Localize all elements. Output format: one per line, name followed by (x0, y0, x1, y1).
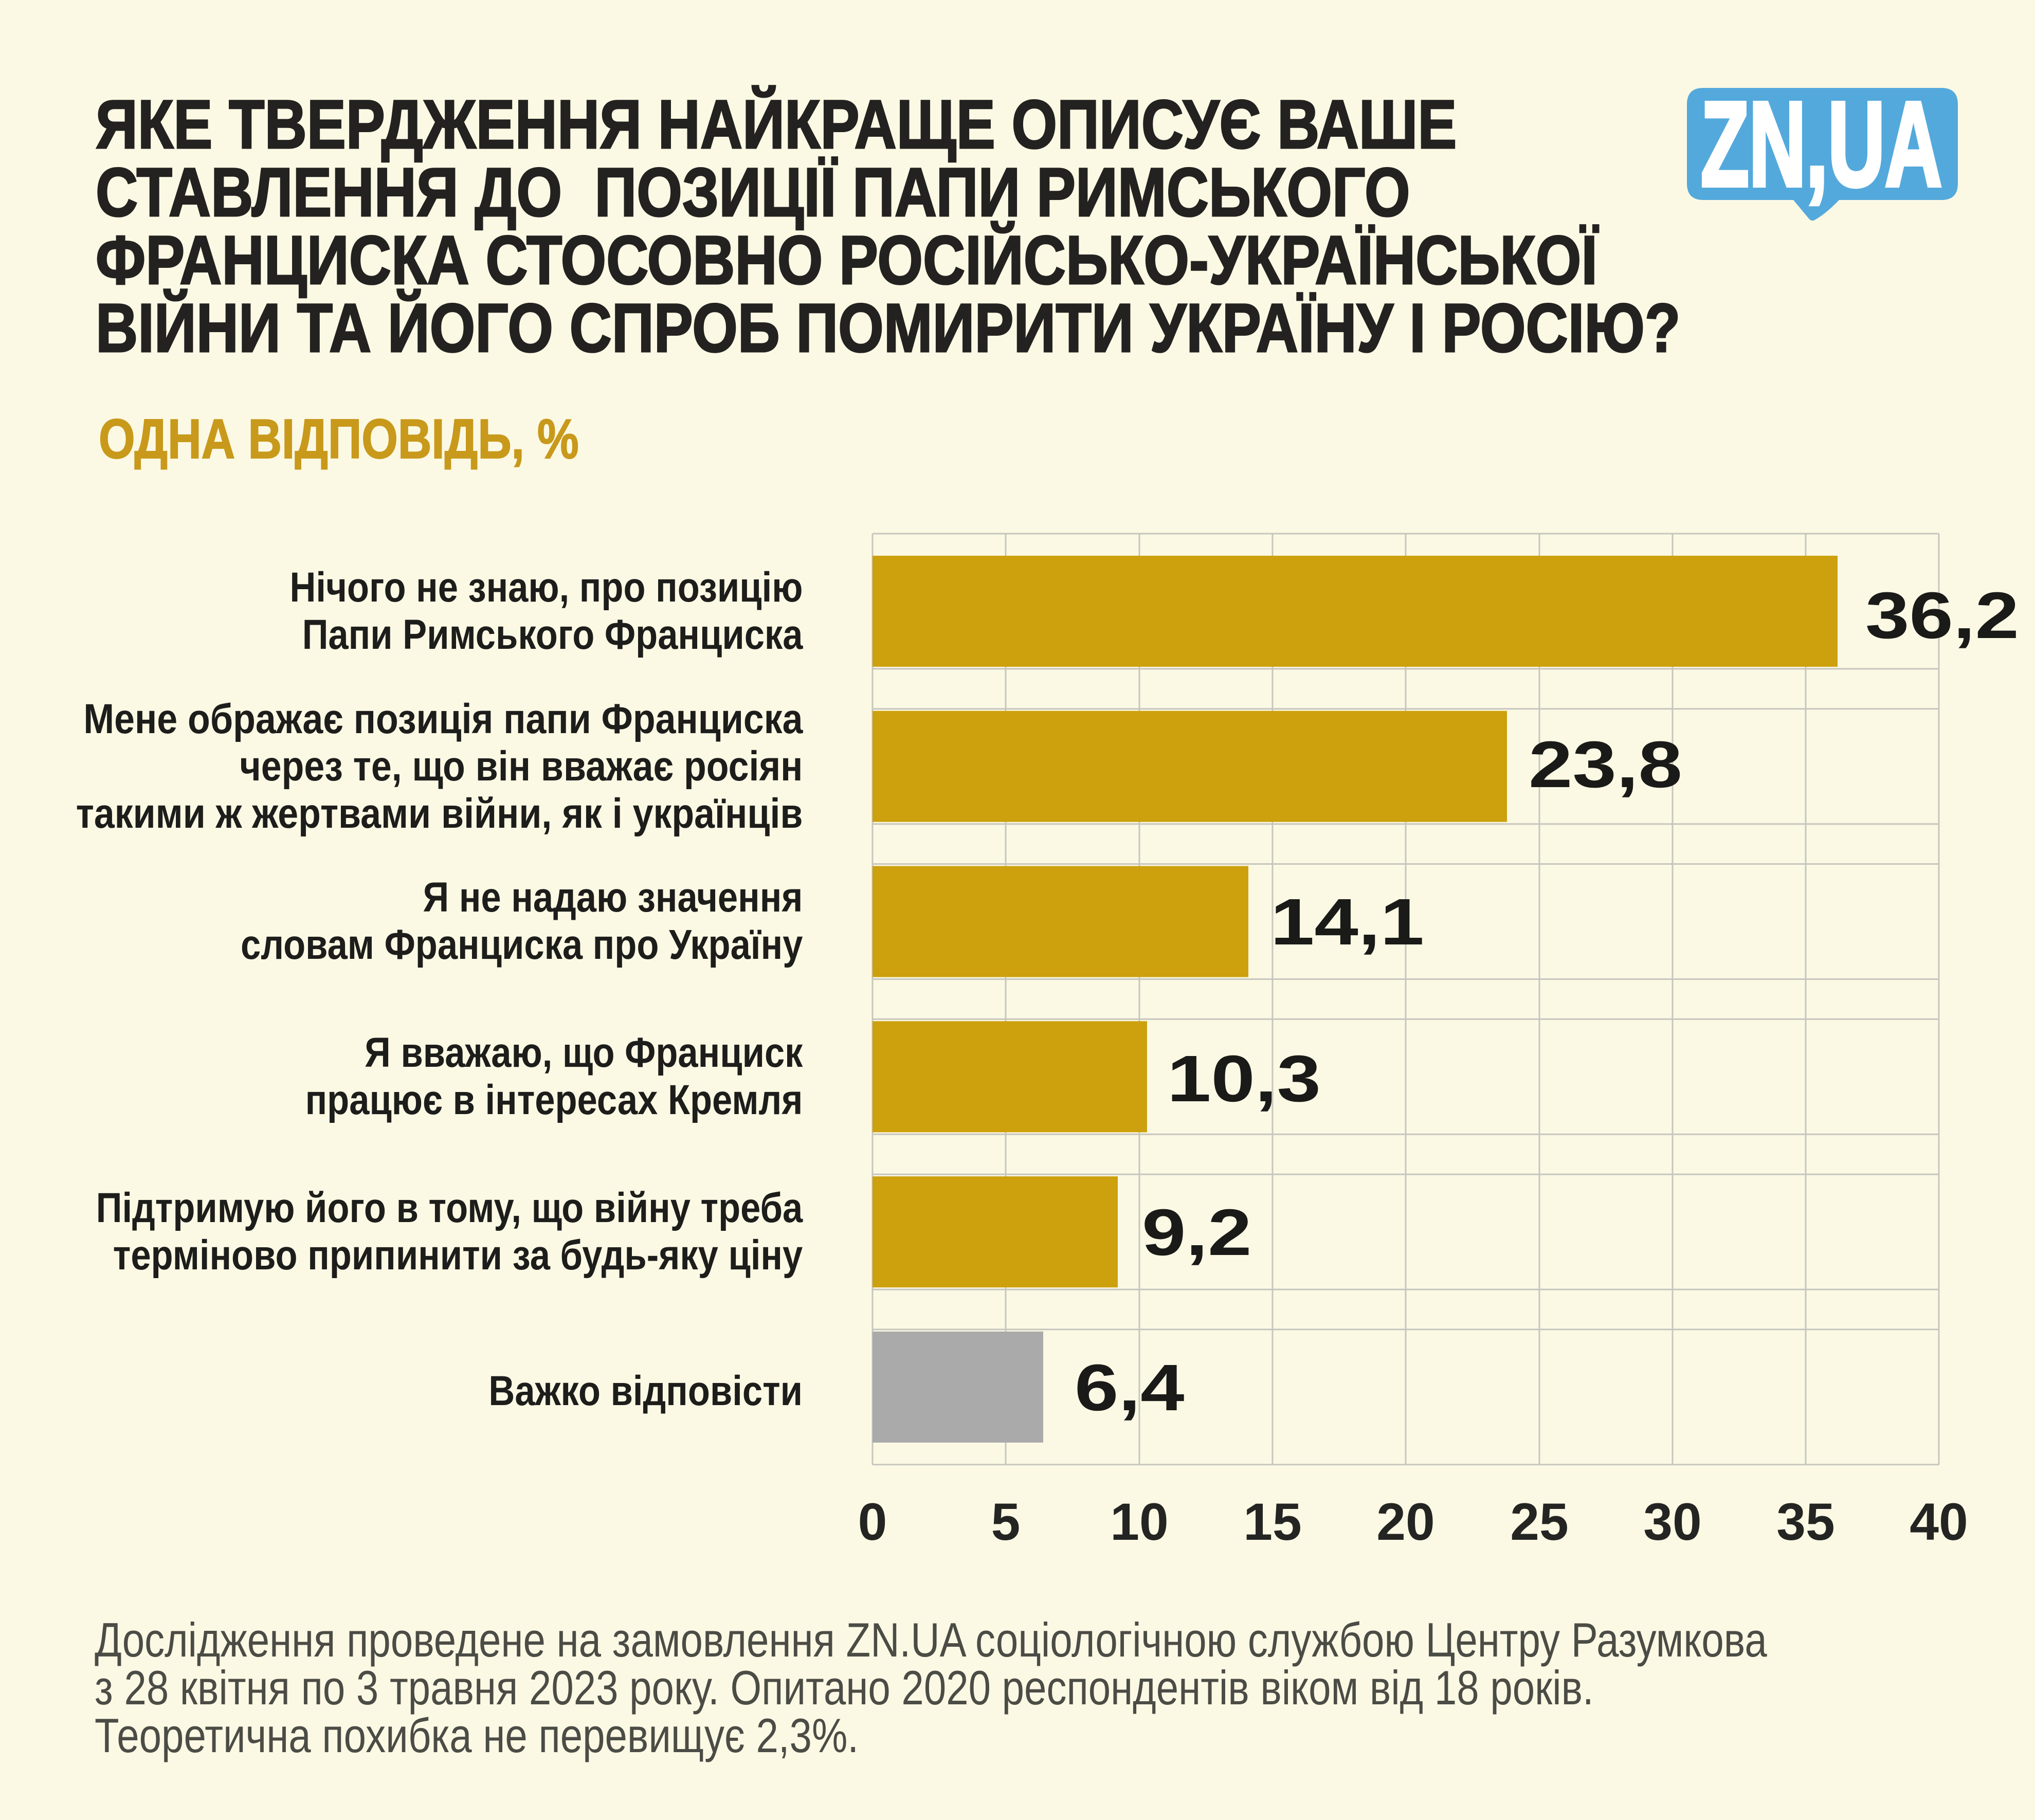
svg-text:35: 35 (1776, 1493, 1834, 1551)
svg-text:15: 15 (1243, 1493, 1301, 1551)
svg-text:20: 20 (1376, 1493, 1434, 1551)
svg-text:36,2: 36,2 (1865, 578, 2019, 652)
svg-text:40: 40 (1910, 1493, 1968, 1551)
svg-text:30: 30 (1643, 1493, 1701, 1551)
svg-text:ZN,UA: ZN,UA (1701, 88, 1942, 211)
svg-text:5: 5 (991, 1493, 1021, 1551)
svg-text:10: 10 (1110, 1493, 1168, 1551)
svg-text:14,1: 14,1 (1270, 885, 1424, 958)
svg-text:0: 0 (858, 1493, 887, 1551)
svg-text:10,3: 10,3 (1167, 1042, 1321, 1115)
svg-text:9,2: 9,2 (1142, 1195, 1252, 1269)
svg-text:6,4: 6,4 (1075, 1351, 1185, 1424)
svg-text:23,8: 23,8 (1529, 727, 1682, 801)
svg-text:25: 25 (1510, 1493, 1568, 1551)
